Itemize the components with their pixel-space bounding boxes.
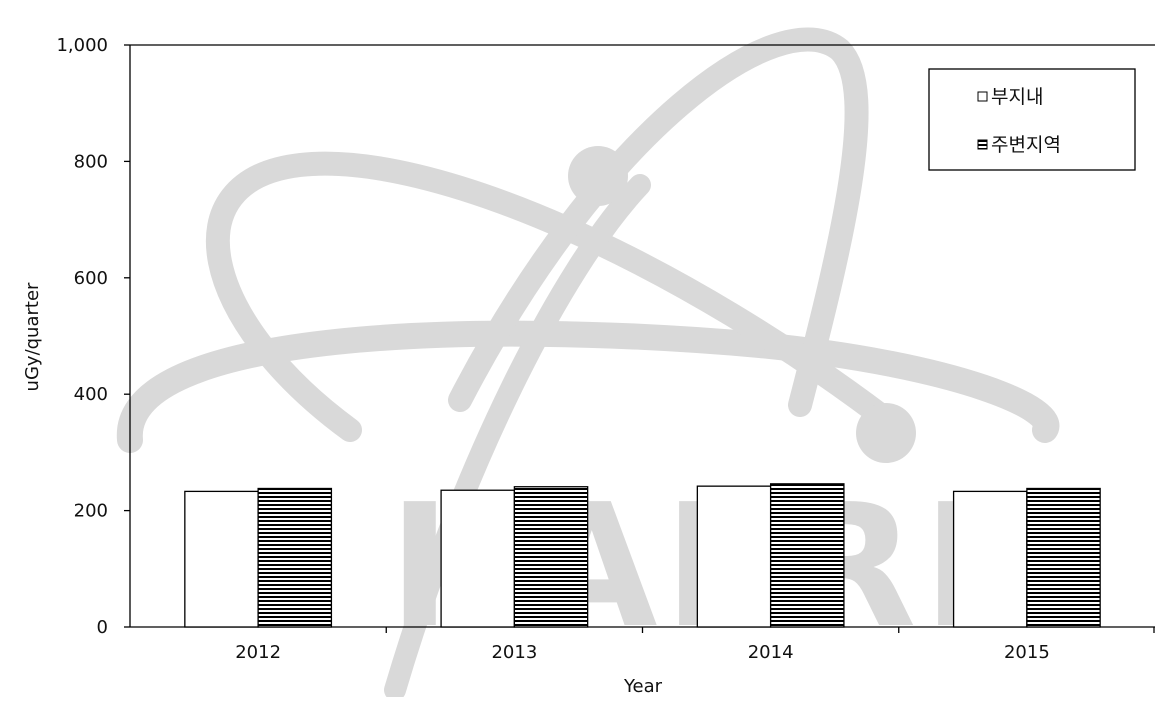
bar-series-1 bbox=[952, 490, 1028, 628]
bar-series-1 bbox=[696, 485, 772, 628]
y-tick-label: 1,000 bbox=[56, 35, 108, 56]
bar-series-2 bbox=[257, 487, 333, 628]
watermark-logo: KAERI bbox=[116, 27, 1060, 701]
legend-swatch-hatched bbox=[977, 139, 988, 150]
axis-labels: Year uGy/quarter bbox=[22, 282, 663, 697]
y-tick-label: 600 bbox=[74, 268, 108, 289]
watermark-orbit-horizontal bbox=[116, 320, 1060, 453]
bar-series-2 bbox=[513, 486, 589, 628]
legend-label-series-1: 부지내 bbox=[991, 86, 1043, 108]
watermark-electron bbox=[568, 146, 628, 206]
y-tick-label: 800 bbox=[74, 151, 108, 172]
x-axis-label: Year bbox=[623, 676, 663, 697]
bar-series-1 bbox=[440, 489, 516, 628]
y-tick-label: 400 bbox=[74, 384, 108, 405]
y-tick-label: 0 bbox=[97, 617, 108, 638]
watermark-orbit-diagonal bbox=[384, 174, 651, 701]
legend-swatch-plain bbox=[977, 91, 988, 102]
watermark-electron bbox=[856, 403, 916, 463]
x-tick-label: 2012 bbox=[235, 642, 281, 663]
x-tick-label: 2015 bbox=[1004, 642, 1050, 663]
x-tick-label: 2014 bbox=[748, 642, 794, 663]
x-tick-label: 2013 bbox=[491, 642, 537, 663]
bar-series-1 bbox=[184, 490, 259, 628]
y-tick-label: 200 bbox=[74, 501, 108, 522]
legend-box bbox=[928, 68, 1136, 171]
bars bbox=[184, 483, 1101, 628]
bar-series-2 bbox=[769, 483, 845, 628]
y-axis-label: uGy/quarter bbox=[22, 282, 43, 391]
legend: 부지내 주변지역 bbox=[928, 68, 1136, 171]
watermark-orbit-left bbox=[206, 151, 912, 442]
bar-series-2 bbox=[1026, 487, 1101, 628]
legend-label-series-2: 주변지역 bbox=[991, 134, 1061, 156]
axes: 0 200 400 600 800 1,000 2012 2013 2014 2015 bbox=[56, 35, 1155, 663]
